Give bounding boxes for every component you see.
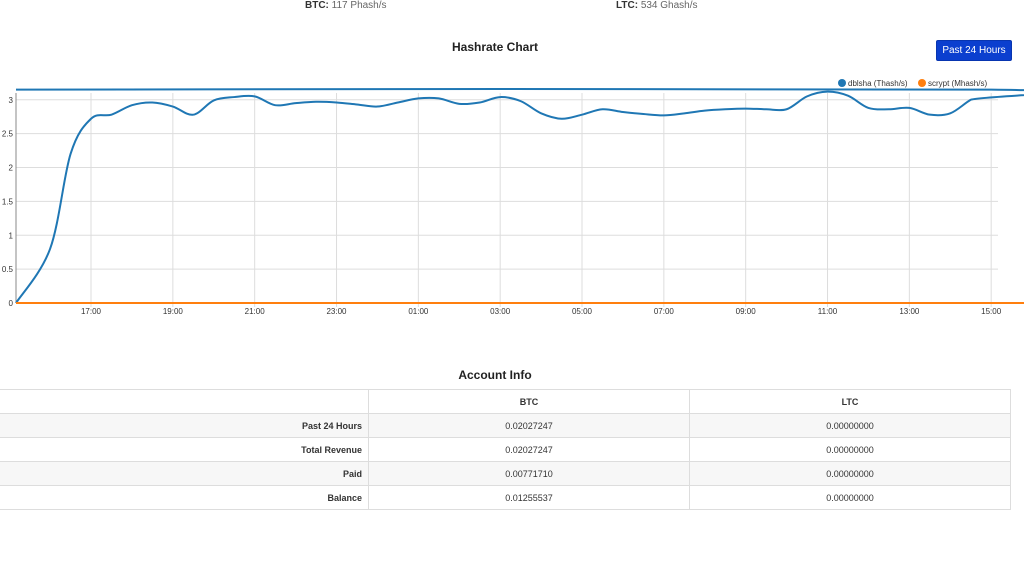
y-tick-label: 1 [9,231,14,240]
x-tick-label: 19:00 [163,307,184,316]
row-label: Paid [0,461,369,486]
header-ltc: LTC [689,389,1011,414]
legend-label-0: dblsha (Thash/s) [848,79,908,88]
chart-title: Hashrate Chart [451,40,539,54]
y-tick-label: 2 [9,164,14,173]
header-btc: BTC [368,389,690,414]
x-tick-label: 17:00 [81,307,102,316]
x-tick-label: 11:00 [818,307,838,316]
row-label: Balance [0,485,369,510]
account-info-table: BTC LTC Past 24 Hours 0.02027247 0.00000… [0,389,1011,510]
table-header-row: BTC LTC [0,389,1011,414]
x-tick-label: 09:00 [736,307,757,316]
ltc-hashrate-stat: LTC: 534 Ghash/s [616,0,698,11]
legend-label-1: scrypt (Mhash/s) [928,79,987,88]
y-tick-label: 0.5 [2,265,14,274]
ltc-stat-label: LTC: [616,0,639,11]
hashrate-line-chart: 0 0.5 1 1.5 2 2.5 3 17:00 19:00 21:00 23:00 01:00 03… [2,79,1024,316]
x-tick-label: 21:00 [245,307,266,316]
table-row: Total Revenue 0.02027247 0.00000000 [0,437,1011,462]
btc-value: 0.01255537 [368,485,690,510]
series-line-0 [15,87,1024,304]
account-info-title: Account Info [458,368,532,382]
legend-marker-1 [918,79,926,87]
x-tick-label: 23:00 [326,307,347,316]
x-tick-label: 07:00 [654,307,675,316]
y-tick-label: 3 [9,96,14,105]
x-tick-label: 13:00 [899,307,920,316]
x-tick-label: 03:00 [490,307,511,316]
ltc-value: 0.00000000 [689,461,1011,486]
y-tick-label: 2.5 [2,130,14,139]
table-row: Balance 0.01255537 0.00000000 [0,485,1011,510]
btc-stat-label: BTC: [305,0,329,11]
ltc-value: 0.00000000 [689,437,1011,462]
time-range-button[interactable]: Past 24 Hours [936,40,1012,61]
y-tick-label: 0 [9,299,14,308]
header-empty [0,389,369,414]
table-row: Paid 0.00771710 0.00000000 [0,461,1011,486]
legend-marker-0 [838,79,846,87]
x-tick-label: 01:00 [408,307,429,316]
btc-value: 0.00771710 [368,461,690,486]
x-tick-label: 05:00 [572,307,593,316]
btc-value: 0.02027247 [368,437,690,462]
btc-value: 0.02027247 [368,413,690,438]
ltc-stat-value: 534 Ghash/s [640,0,698,11]
ltc-value: 0.00000000 [689,485,1011,510]
y-tick-label: 1.5 [2,197,14,206]
btc-stat-value: 117 Phash/s [331,0,387,11]
btc-hashrate-stat: BTC: 117 Phash/s [305,0,387,11]
row-label: Past 24 Hours [0,413,369,438]
ltc-value: 0.00000000 [689,413,1011,438]
x-tick-label: 15:00 [981,307,1002,316]
row-label: Total Revenue [0,437,369,462]
table-row: Past 24 Hours 0.02027247 0.00000000 [0,413,1011,438]
